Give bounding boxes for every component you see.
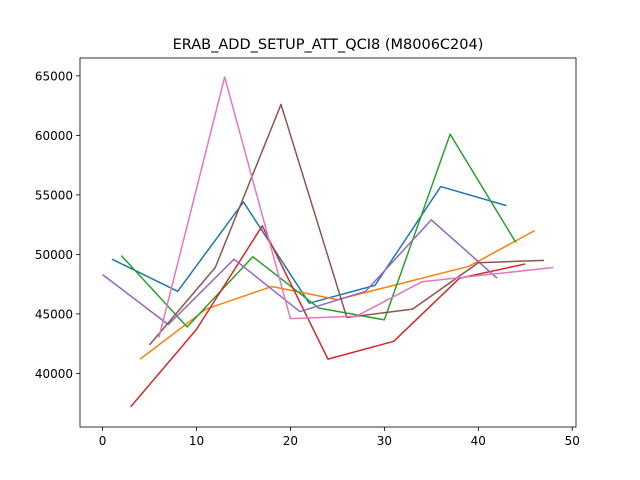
series-line-1: [111, 185, 507, 304]
y-axis: 40000 45000 50000 55000 60000 65000: [35, 69, 80, 381]
series-line-7: [158, 76, 554, 338]
series-line-6: [148, 103, 545, 346]
x-tick-label: 0: [99, 434, 107, 448]
series-layer: [102, 76, 554, 408]
y-tick-label: 65000: [35, 69, 73, 83]
x-tick-label: 50: [565, 434, 580, 448]
x-tick-label: 10: [189, 434, 204, 448]
y-tick-label: 50000: [35, 248, 73, 262]
x-axis: 0 10 20 30 40 50: [99, 427, 580, 448]
series-line-3: [120, 133, 517, 328]
y-tick-label: 45000: [35, 307, 73, 321]
y-tick-label: 60000: [35, 129, 73, 143]
y-tick-label: 55000: [35, 188, 73, 202]
chart-title: ERAB_ADD_SETUP_ATT_QCI8 (M8006C204): [173, 37, 484, 53]
plot-frame: [79, 57, 577, 428]
x-tick-label: 20: [283, 434, 298, 448]
x-tick-label: 40: [471, 434, 486, 448]
series-line-5: [102, 219, 498, 326]
y-tick-label: 40000: [35, 367, 73, 381]
x-tick-label: 30: [377, 434, 392, 448]
